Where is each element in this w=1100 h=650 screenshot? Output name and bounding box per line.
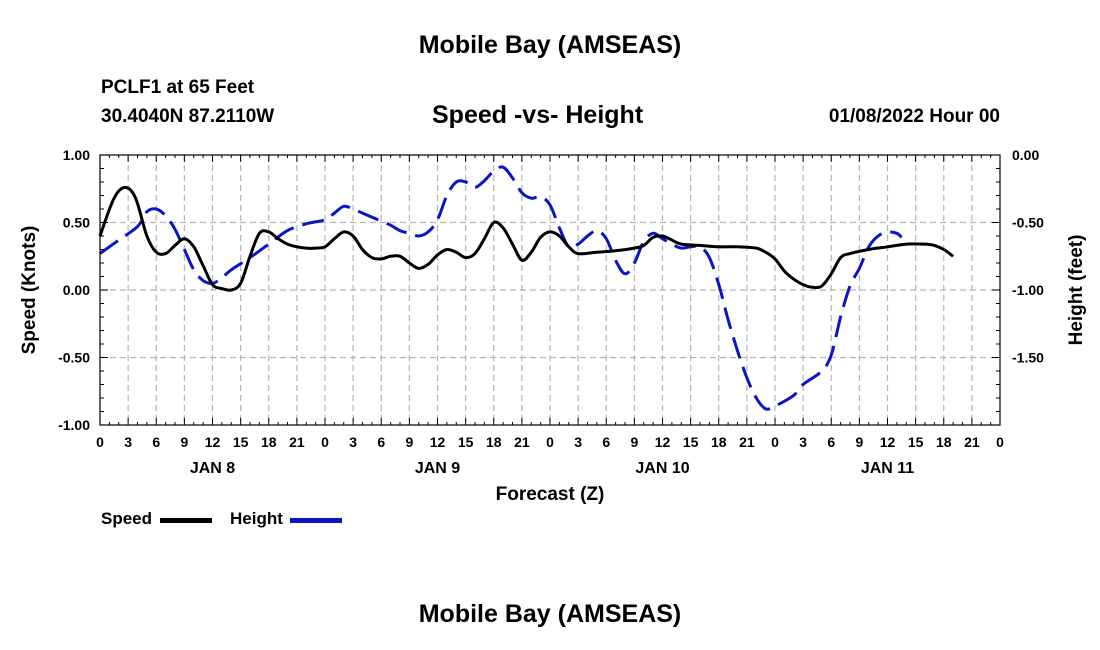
x-tick-label: 18 (261, 434, 277, 450)
x-tick-label: 0 (996, 434, 1004, 450)
x-tick-label: 21 (739, 434, 755, 450)
x-tick-label: 21 (964, 434, 980, 450)
x-tick-label: 9 (405, 434, 413, 450)
tick-layer (99, 154, 1001, 426)
speed-height-chart: 0 3 6 9 12 15 18 21 0 3 6 9 12 15 18 21 0 3 6 9 12 15 18 21 0 3 6 9… (19, 147, 1087, 505)
x-tick-label: 15 (908, 434, 924, 450)
y2-tick-label: 0.00 (1012, 147, 1039, 163)
y2-axis-label: Height (feet) (1066, 235, 1087, 346)
station-coordinates: 30.4040N 87.2110W (101, 106, 275, 127)
y-tick-label: 0.00 (63, 282, 90, 298)
x-tick-label: 15 (233, 434, 249, 450)
label-layer: 0 3 6 9 12 15 18 21 0 3 6 9 12 15 18 21 0 3 6 9 12 15 18 21 0 3 6 9… (58, 147, 1044, 477)
y-tick-label: -0.50 (58, 350, 90, 366)
x-date-label: JAN 10 (635, 460, 689, 477)
x-tick-label: 21 (289, 434, 305, 450)
x-tick-label: 0 (321, 434, 329, 450)
x-tick-label: 9 (855, 434, 863, 450)
bottom-title: Mobile Bay (AMSEAS) (418, 600, 682, 628)
x-tick-label: 6 (377, 434, 385, 450)
y-tick-label: 0.50 (63, 215, 90, 231)
x-tick-label: 0 (96, 434, 104, 450)
x-tick-label: 15 (458, 434, 474, 450)
x-tick-label: 0 (546, 434, 554, 450)
x-tick-label: 12 (430, 434, 446, 450)
x-tick-label: 9 (180, 434, 188, 450)
x-axis-label: Forecast (Z) (496, 484, 605, 505)
y-tick-label: -1.00 (58, 417, 90, 433)
y2-tick-label: -0.50 (1012, 215, 1044, 231)
x-date-label: JAN 8 (190, 460, 235, 477)
x-tick-label: 12 (655, 434, 671, 450)
x-tick-label: 0 (771, 434, 779, 450)
speed-series-line (98, 185, 955, 292)
x-date-label: JAN 9 (415, 460, 460, 477)
legend-height-label: Height (230, 509, 283, 528)
top-title: Mobile Bay (AMSEAS) (418, 31, 682, 59)
x-tick-label: 6 (602, 434, 610, 450)
x-tick-label: 18 (936, 434, 952, 450)
x-tick-label: 15 (683, 434, 699, 450)
y-axis-label: Speed (Knots) (19, 226, 40, 355)
y-tick-label: 1.00 (63, 147, 90, 163)
legend-speed-label: Speed (101, 509, 153, 528)
x-tick-label: 12 (205, 434, 221, 450)
x-date-label: JAN 11 (861, 460, 914, 477)
y2-tick-label: -1.00 (1012, 282, 1044, 298)
series-layer (98, 165, 955, 411)
station-name: PCLF1 at 65 Feet (101, 77, 255, 98)
chart-title: Speed -vs- Height (432, 101, 644, 129)
x-tick-label: 18 (486, 434, 502, 450)
grid-layer (100, 155, 1000, 425)
x-tick-label: 6 (152, 434, 160, 450)
x-tick-label: 18 (711, 434, 727, 450)
x-tick-label: 9 (630, 434, 638, 450)
y2-tick-label: -1.50 (1012, 350, 1044, 366)
legend-height-swatch (290, 518, 342, 523)
x-tick-label: 21 (514, 434, 530, 450)
legend-speed-swatch (160, 518, 212, 523)
x-tick-label: 3 (799, 434, 807, 450)
height-series-line (99, 165, 903, 411)
x-tick-label: 3 (574, 434, 582, 450)
x-tick-label: 3 (349, 434, 357, 450)
x-tick-label: 3 (124, 434, 132, 450)
x-tick-label: 6 (827, 434, 835, 450)
x-tick-label: 12 (880, 434, 896, 450)
forecast-date: 01/08/2022 Hour 00 (828, 106, 1000, 127)
